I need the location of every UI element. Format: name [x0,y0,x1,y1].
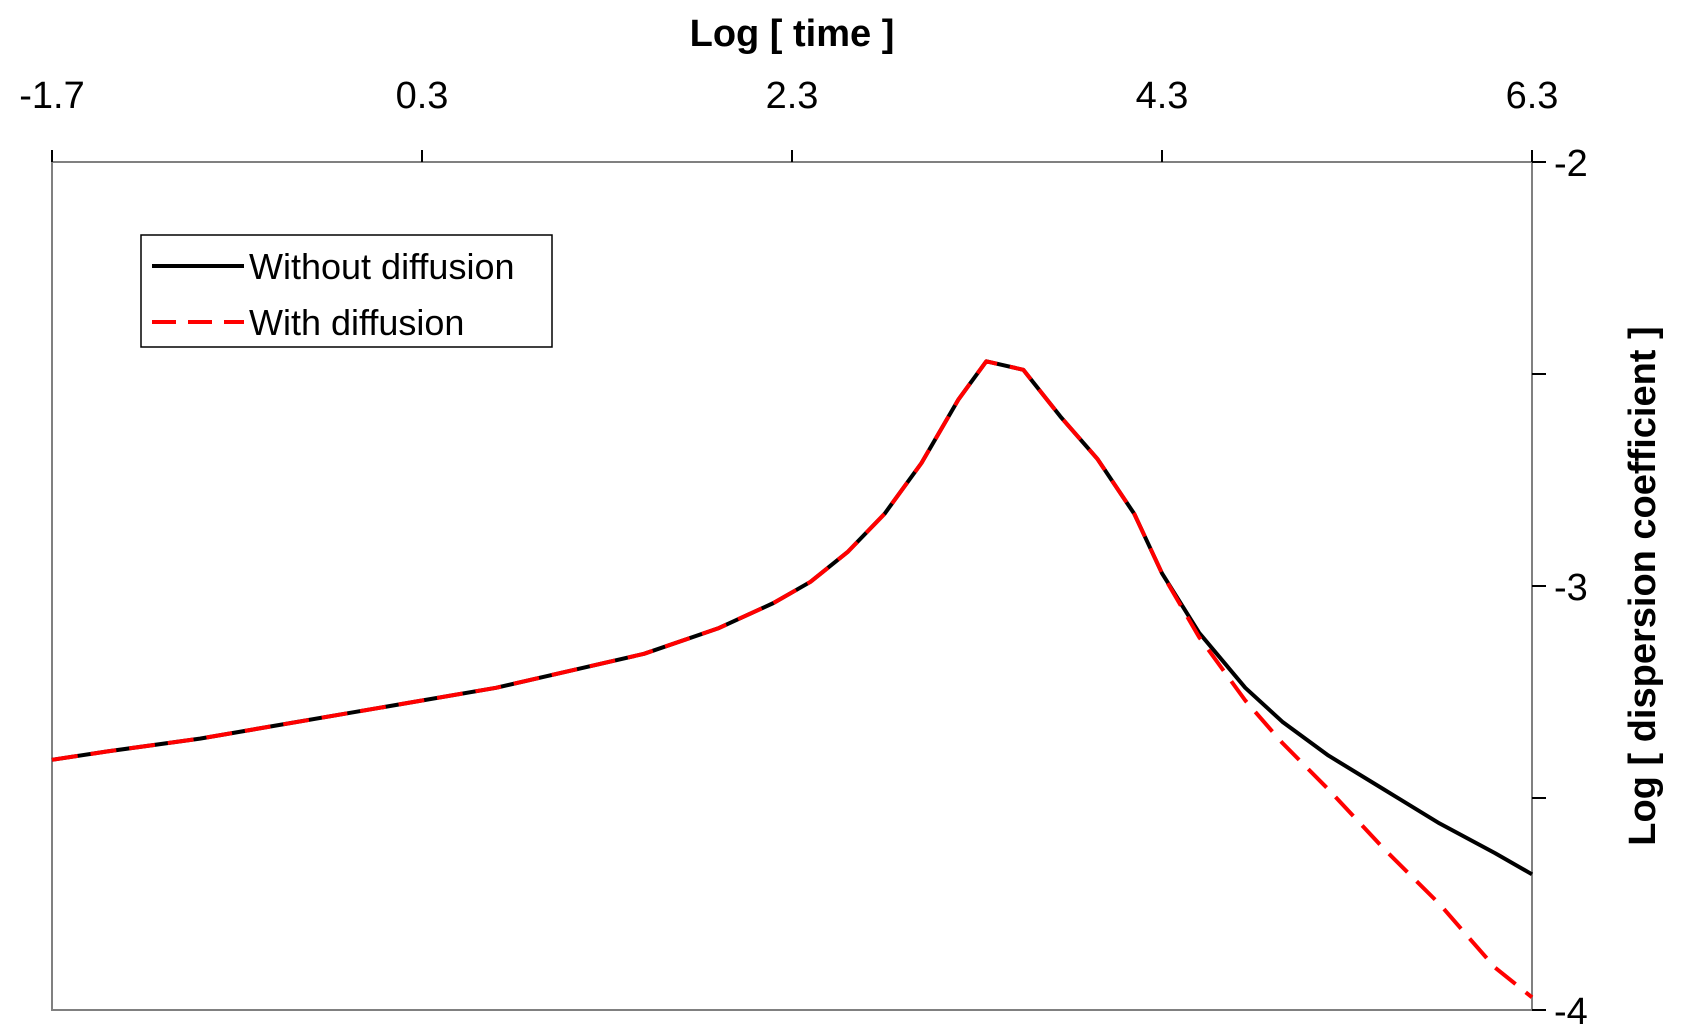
x-tick-label: -1.7 [19,75,84,117]
y-axis-title: Log [ dispersion coefficient ] [1622,326,1664,845]
legend-label-with-diffusion: With diffusion [249,302,464,343]
y-tick-label: -4 [1554,991,1588,1026]
x-tick-label: 6.3 [1506,75,1559,117]
x-tick-label: 2.3 [766,75,819,117]
x-tick-label: 4.3 [1136,75,1189,117]
x-axis-ticks: -1.7 0.3 2.3 4.3 6.3 [19,75,1558,162]
legend-box [140,234,553,348]
legend-label-without-diffusion: Without diffusion [249,246,514,287]
y-tick-label: -3 [1554,567,1588,609]
y-axis-ticks: -2 -3 -4 [1532,143,1588,1026]
series-layer [51,359,1534,999]
x-tick-label: 0.3 [396,75,449,117]
series-line-with-diffusion [51,359,1534,999]
legend: Without diffusion With diffusion [140,234,553,348]
y-tick-label: -2 [1554,143,1588,185]
x-axis-title: Log [ time ] [690,13,895,55]
